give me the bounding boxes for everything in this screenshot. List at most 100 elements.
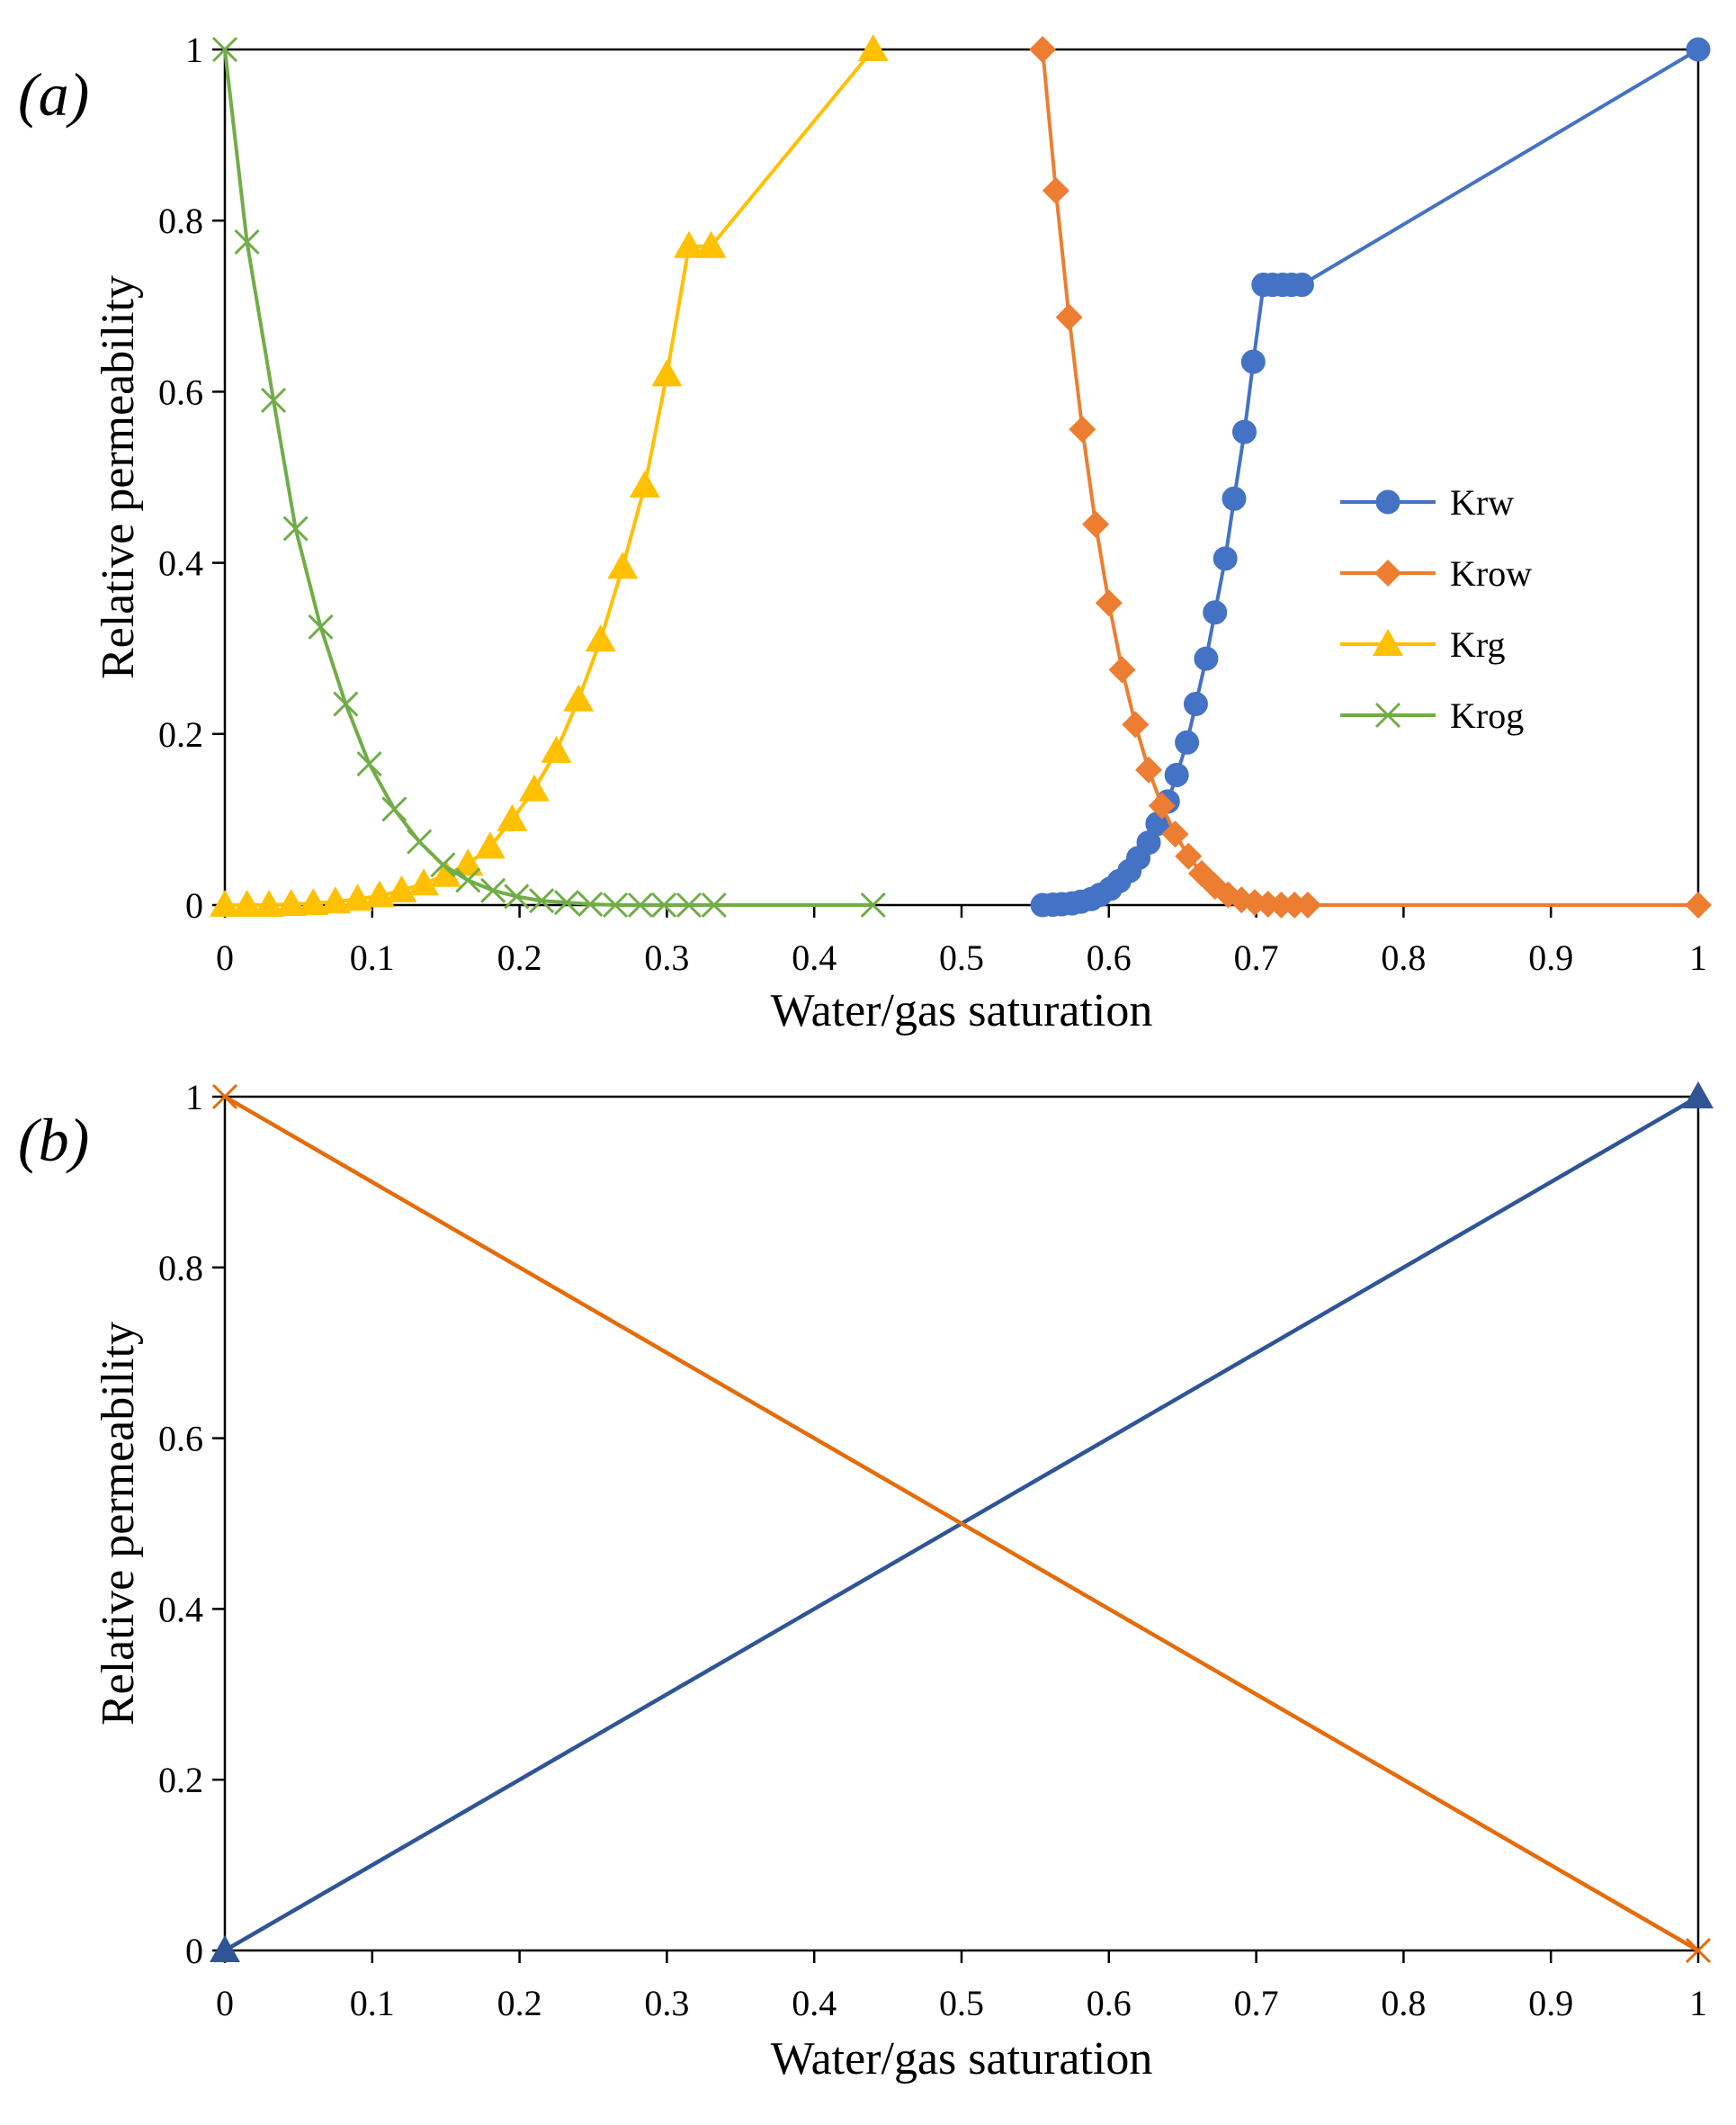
- legend-label: Krog: [1450, 695, 1524, 736]
- data-point-stroke-b: [577, 891, 604, 918]
- y-tick-label: 0.2: [158, 1760, 203, 1800]
- x-tick-label: 0.4: [792, 1983, 837, 2023]
- data-point-stroke-b: [260, 387, 287, 413]
- data-point: [211, 36, 238, 63]
- y-tick-label: 0.6: [158, 372, 203, 412]
- data-point: [474, 831, 506, 859]
- data-point-stroke-b: [282, 516, 309, 542]
- x-tick-label: 0.1: [350, 937, 395, 978]
- data-point: [701, 892, 727, 919]
- data-point-stroke-b: [455, 867, 481, 893]
- panel-label: (a): [18, 60, 89, 129]
- data-point-stroke-b: [407, 829, 433, 855]
- data-point: [1175, 842, 1203, 870]
- data-point: [857, 34, 889, 61]
- series-line: [1042, 48, 1700, 907]
- data-point: [319, 886, 351, 914]
- data-point-stroke-b: [234, 229, 260, 256]
- data-point: [1082, 510, 1110, 538]
- data-point-stroke-b: [603, 892, 629, 919]
- x-tick-label: 1: [1689, 1983, 1707, 2023]
- y-tick-label: 0.8: [158, 201, 203, 241]
- data-point: [1203, 600, 1228, 625]
- y-tick-label: 0.4: [158, 543, 203, 584]
- x-tick-label: 0.3: [644, 1983, 689, 2023]
- data-point: [480, 877, 506, 903]
- x-tick-label: 0.2: [497, 1983, 542, 2023]
- legend-marker: [1374, 702, 1401, 729]
- data-point-stroke-b: [504, 883, 530, 910]
- data-point: [1161, 820, 1189, 848]
- data-point: [210, 1935, 240, 1962]
- data-point: [1685, 892, 1712, 919]
- data-point: [651, 892, 677, 919]
- data-point: [363, 880, 395, 908]
- data-point: [1213, 546, 1238, 571]
- chart-panel-b: 0 0.1 0.2 0.3 0.4 0.5 0.6 0.7 0.8 0.9 1 0 0.2 0.4 0.6 0…: [18, 1077, 1714, 2085]
- x-tick-label: 0.7: [1234, 1983, 1279, 2023]
- x-tick-label: 0.4: [792, 937, 837, 978]
- y-tick-label: 1: [185, 1077, 203, 1117]
- data-point: [1122, 711, 1150, 739]
- data-point: [1069, 416, 1096, 444]
- x-tick-label: 0.8: [1381, 1983, 1426, 2023]
- data-point-stroke-b: [627, 892, 653, 919]
- y-axis-title: Relative permeability: [93, 275, 144, 679]
- data-point: [381, 796, 407, 822]
- data-point: [1042, 176, 1069, 204]
- data-point: [1164, 762, 1189, 787]
- series-line: [223, 1095, 1700, 1952]
- data-point: [627, 892, 653, 919]
- data-point: [563, 684, 595, 712]
- y-tick-label: 0.8: [158, 1248, 203, 1288]
- x-tick-label: 0.6: [1087, 1983, 1132, 2023]
- data-point: [210, 890, 240, 917]
- data-point: [1221, 486, 1247, 511]
- series-line: [223, 49, 873, 907]
- data-point: [452, 848, 484, 876]
- x-tick-label: 0.3: [644, 937, 689, 978]
- data-point: [607, 551, 639, 579]
- data-point: [541, 735, 572, 763]
- data-point: [234, 229, 260, 256]
- legend-marker: [1374, 560, 1401, 587]
- legend-label: Krow: [1450, 553, 1532, 594]
- data-point: [407, 829, 433, 855]
- data-point: [333, 691, 359, 717]
- data-point: [577, 891, 604, 918]
- chart-panel-a: 0 0.1 0.2 0.3 0.4 0.5 0.6 0.7 0.8 0.9 1 0 0.2 0.4 0.6 0…: [18, 30, 1712, 1036]
- data-point: [676, 892, 702, 919]
- data-point: [1685, 1937, 1712, 1964]
- data-point: [1293, 892, 1321, 919]
- data-point: [231, 890, 263, 917]
- data-point: [629, 471, 660, 498]
- data-point: [254, 890, 285, 917]
- data-point-stroke-b: [480, 877, 506, 903]
- data-point: [1055, 303, 1083, 331]
- data-point: [603, 892, 629, 919]
- data-point: [651, 359, 683, 387]
- series-krw: [1030, 37, 1711, 918]
- data-point: [386, 874, 417, 902]
- data-point: [298, 888, 329, 916]
- y-tick-label: 0.4: [158, 1589, 203, 1629]
- x-tick-label: 0.5: [939, 1983, 984, 2023]
- data-point: [504, 883, 530, 910]
- data-point-stroke-b: [860, 892, 886, 919]
- x-tick-label: 0.1: [350, 1983, 395, 2023]
- data-point-stroke-b: [553, 890, 580, 916]
- x-tick-label: 0.5: [939, 937, 984, 978]
- y-tick-label: 0: [185, 885, 203, 926]
- data-point-stroke-b: [1685, 1937, 1712, 1964]
- data-point: [1289, 273, 1314, 298]
- x-tick-label: 0: [216, 1983, 234, 2023]
- panel-label: (b): [18, 1106, 89, 1174]
- data-point-stroke-b: [430, 852, 456, 878]
- data-point-stroke-b: [529, 888, 555, 914]
- data-point: [430, 852, 456, 878]
- x-axis-title: Water/gas saturation: [771, 985, 1153, 1036]
- data-point-stroke-b: [211, 36, 238, 63]
- data-point: [1194, 646, 1219, 671]
